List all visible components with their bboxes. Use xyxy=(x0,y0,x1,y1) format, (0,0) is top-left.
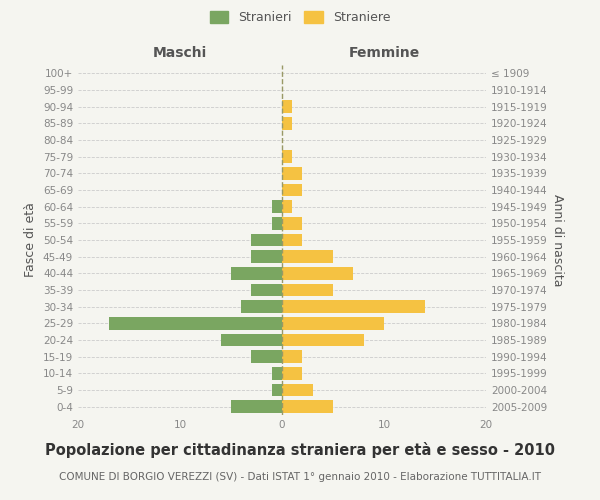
Bar xyxy=(251,250,282,263)
Bar xyxy=(241,300,282,313)
Bar xyxy=(282,217,302,230)
Bar xyxy=(109,317,282,330)
Legend: Stranieri, Straniere: Stranieri, Straniere xyxy=(209,11,391,24)
Bar xyxy=(282,367,302,380)
Bar xyxy=(282,117,292,130)
Bar xyxy=(282,350,302,363)
Y-axis label: Fasce di età: Fasce di età xyxy=(25,202,37,278)
Bar xyxy=(272,217,282,230)
Bar xyxy=(231,400,282,413)
Bar xyxy=(282,400,333,413)
Bar xyxy=(282,234,302,246)
Bar xyxy=(282,267,353,280)
Bar xyxy=(251,284,282,296)
Bar xyxy=(272,367,282,380)
Y-axis label: Anni di nascita: Anni di nascita xyxy=(551,194,564,286)
Bar xyxy=(282,300,425,313)
Text: Popolazione per cittadinanza straniera per età e sesso - 2010: Popolazione per cittadinanza straniera p… xyxy=(45,442,555,458)
Text: Femmine: Femmine xyxy=(349,46,419,60)
Bar xyxy=(251,350,282,363)
Bar xyxy=(282,100,292,113)
Bar xyxy=(282,184,302,196)
Bar xyxy=(272,200,282,213)
Bar xyxy=(282,167,302,179)
Bar xyxy=(282,317,384,330)
Text: Maschi: Maschi xyxy=(153,46,207,60)
Bar xyxy=(272,384,282,396)
Bar xyxy=(231,267,282,280)
Bar xyxy=(251,234,282,246)
Bar xyxy=(282,384,313,396)
Bar xyxy=(282,150,292,163)
Bar xyxy=(282,284,333,296)
Text: COMUNE DI BORGIO VEREZZI (SV) - Dati ISTAT 1° gennaio 2010 - Elaborazione TUTTIT: COMUNE DI BORGIO VEREZZI (SV) - Dati IST… xyxy=(59,472,541,482)
Bar xyxy=(282,250,333,263)
Bar xyxy=(282,200,292,213)
Bar xyxy=(282,334,364,346)
Bar xyxy=(221,334,282,346)
